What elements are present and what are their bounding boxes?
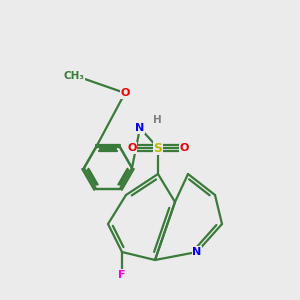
Text: O: O <box>127 143 137 153</box>
Text: O: O <box>120 88 130 98</box>
Text: F: F <box>118 270 126 280</box>
Text: S: S <box>154 142 163 154</box>
Text: N: N <box>135 123 145 133</box>
Text: N: N <box>192 247 202 257</box>
Text: H: H <box>153 115 161 125</box>
Text: O: O <box>179 143 189 153</box>
Text: CH₃: CH₃ <box>64 71 85 81</box>
